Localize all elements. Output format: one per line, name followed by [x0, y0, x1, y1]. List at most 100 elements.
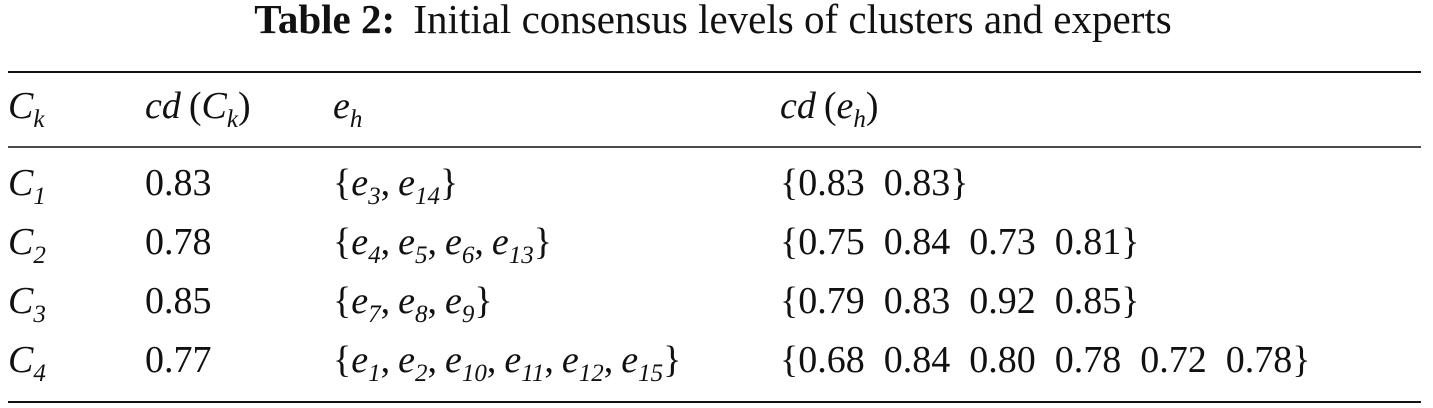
separator: ,	[428, 221, 438, 263]
subscript: 13	[509, 242, 534, 269]
cd-cell: 0.85	[145, 280, 212, 322]
experts-cell: {e7, e8, e9}	[333, 280, 493, 328]
separator: ,	[474, 221, 484, 263]
cd-value: 0.77	[145, 339, 212, 381]
symbol: e	[351, 339, 368, 381]
subscript: h	[350, 106, 363, 133]
subscript: 4	[368, 242, 381, 269]
subscript: h	[853, 106, 866, 133]
separator: ,	[381, 162, 391, 204]
header-cell: cd (Ck)	[145, 85, 251, 133]
expert-cd-value: 0.80	[969, 339, 1036, 381]
subscript: 8	[415, 301, 428, 328]
subscript: 11	[521, 360, 544, 387]
expert-cd-value: 0.79	[798, 280, 865, 322]
expert-cd-value: 0.84	[884, 221, 951, 263]
subscript: 2	[415, 360, 428, 387]
symbol: e	[445, 339, 462, 381]
symbol: C	[202, 85, 228, 127]
function: cd	[780, 85, 817, 127]
symbol: e	[351, 280, 368, 322]
expert-cd-cell: {0.83 0.83}	[780, 162, 969, 204]
symbol: e	[562, 339, 579, 381]
symbol: e	[351, 221, 368, 263]
subscript: 1	[33, 183, 46, 210]
header-cell: cd (eh)	[780, 85, 879, 133]
paren: (	[189, 85, 202, 127]
subscript: k	[227, 106, 239, 133]
cluster-cell: C2	[8, 221, 46, 269]
separator: ,	[381, 221, 391, 263]
symbol: e	[398, 280, 415, 322]
expert-cd-value: 0.75	[798, 221, 865, 263]
symbol: e	[445, 280, 462, 322]
separator: ,	[381, 339, 391, 381]
symbol: e	[504, 339, 521, 381]
expert-cd-value: 0.83	[884, 280, 951, 322]
expert-cd-value: 0.83	[798, 162, 865, 204]
expert-cd-value: 0.72	[1140, 339, 1207, 381]
header-cell: Ck	[8, 85, 45, 133]
header-cell: eh	[333, 85, 362, 133]
symbol: C	[8, 339, 34, 381]
symbol: e	[398, 162, 415, 204]
experts-cell: {e1, e2, e10, e11, e12, e15}	[333, 339, 681, 387]
subscript: 12	[579, 360, 604, 387]
function: cd	[145, 85, 182, 127]
expert-cd-value: 0.73	[969, 221, 1036, 263]
brace: }	[534, 221, 552, 263]
expert-cd-value: 0.85	[1055, 280, 1122, 322]
symbol: e	[621, 339, 638, 381]
caption-text: Initial consensus levels of clusters and…	[413, 0, 1171, 42]
expert-cd-value: 0.78	[1226, 339, 1293, 381]
brace: {	[780, 221, 798, 263]
expert-cd-value: 0.68	[798, 339, 865, 381]
brace: {	[333, 162, 351, 204]
symbol: e	[333, 85, 350, 127]
paren: (	[824, 85, 837, 127]
expert-cd-value: 0.83	[884, 162, 951, 204]
table-caption: Table 2: Initial consensus levels of clu…	[254, 0, 1171, 42]
cd-value: 0.83	[145, 162, 212, 204]
cd-cell: 0.78	[145, 221, 212, 263]
subscript: 15	[638, 360, 663, 387]
symbol: e	[351, 162, 368, 204]
brace: {	[780, 280, 798, 322]
paren: )	[866, 85, 879, 127]
cd-value: 0.85	[145, 280, 212, 322]
subscript: 5	[415, 242, 428, 269]
brace: }	[1121, 280, 1139, 322]
subscript: 1	[368, 360, 381, 387]
cd-value: 0.78	[145, 221, 212, 263]
expert-cd-cell: {0.68 0.84 0.80 0.78 0.72 0.78}	[780, 339, 1311, 381]
symbol: C	[8, 280, 34, 322]
subscript: 10	[462, 360, 488, 387]
symbol: e	[398, 339, 415, 381]
brace: }	[1292, 339, 1310, 381]
experts-cell: {e4, e5, e6, e13}	[333, 221, 552, 269]
subscript: 6	[462, 242, 475, 269]
expert-cd-cell: {0.79 0.83 0.92 0.85}	[780, 280, 1140, 322]
expert-cd-cell: {0.75 0.84 0.73 0.81}	[780, 221, 1140, 263]
brace: {	[333, 280, 351, 322]
symbol: e	[398, 221, 415, 263]
brace: {	[333, 221, 351, 263]
symbol: e	[492, 221, 509, 263]
subscript: 3	[32, 301, 46, 328]
subscript: 4	[33, 360, 46, 387]
subscript: 2	[33, 242, 46, 269]
symbol: e	[837, 85, 854, 127]
separator: ,	[544, 339, 554, 381]
cd-cell: 0.77	[145, 339, 212, 381]
cluster-cell: C3	[8, 280, 46, 328]
cd-cell: 0.83	[145, 162, 212, 204]
separator: ,	[487, 339, 497, 381]
experts-cell: {e3, e14}	[333, 162, 458, 210]
cluster-cell: C1	[8, 162, 46, 210]
subscript: k	[33, 106, 45, 133]
brace: }	[663, 339, 681, 381]
expert-cd-value: 0.84	[884, 339, 951, 381]
separator: ,	[428, 280, 438, 322]
symbol: C	[8, 85, 34, 127]
brace: }	[440, 162, 458, 204]
